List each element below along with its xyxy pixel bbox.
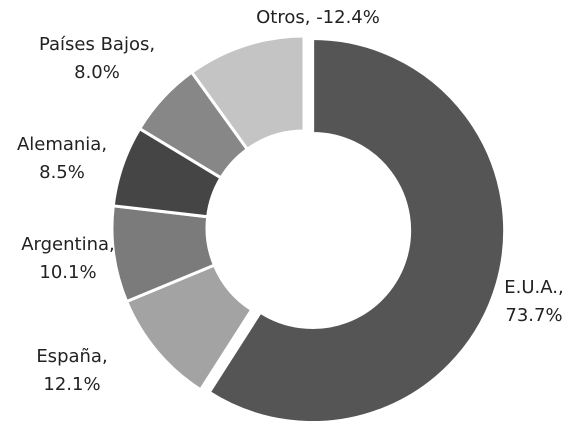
donut-slice [207, 37, 507, 421]
slice-label: Argentina, 10.1% [21, 234, 115, 283]
slice-label: Alemania, 8.5% [16, 134, 108, 183]
slice-label: Otros, -12.4% [256, 7, 380, 28]
donut-slice [189, 34, 306, 152]
slice-label: E.U.A., 73.7% [504, 277, 564, 326]
slice-label: Países Bajos, 8.0% [38, 34, 156, 83]
slice-label: España, 12.1% [36, 346, 108, 395]
